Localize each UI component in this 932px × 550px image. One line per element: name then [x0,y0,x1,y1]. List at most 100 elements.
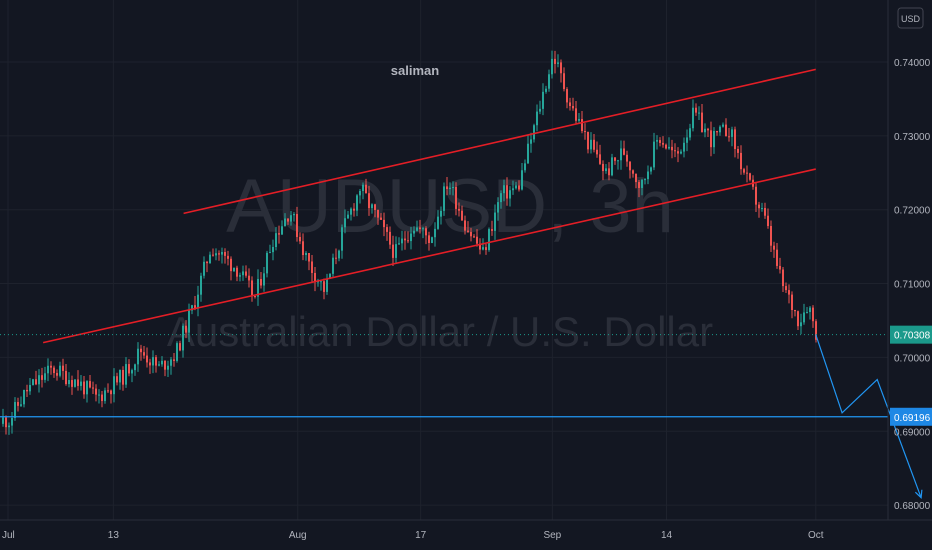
candle-body [269,252,271,254]
candle-body [140,348,142,353]
candle-body [443,186,445,211]
candle-body [782,269,784,287]
candle-body [635,173,637,183]
candlestick-series [2,50,817,435]
candle-body [758,204,760,209]
candle-body [767,215,769,227]
candle-body [230,258,232,272]
candle-body [356,195,358,211]
candle-body [260,278,262,286]
candle-body [77,379,79,386]
candle-body [692,107,694,129]
candle-body [677,151,679,154]
candle-body [698,112,700,114]
candle-body [488,229,490,250]
candle-body [338,250,340,259]
time-axis[interactable]: Jul13Aug17Sep14Oct19Nov16Dec [0,519,932,541]
candle-body [485,247,487,250]
candle-body [614,157,616,161]
candle-body [593,139,595,150]
candle-body [557,62,559,64]
candle-body [170,359,172,366]
candle-body [224,251,226,256]
candle-body [446,186,448,190]
candle-body [431,237,433,243]
candle-body [581,119,583,132]
candle-body [11,417,13,426]
candle-body [134,364,136,371]
candle-body [584,131,586,133]
candle-body [257,278,259,297]
candle-body [209,254,211,264]
candle-body [644,179,646,181]
candle-body [566,89,568,103]
candle-body [812,307,814,322]
candle-body [194,305,196,309]
candle-body [596,149,598,155]
y-tick-label: 0.73000 [894,132,931,143]
support-level-badge [890,407,932,426]
candle-body [161,360,163,365]
candle-body [605,168,607,172]
candle-body [233,267,235,272]
candle-body [713,131,715,148]
candle-body [731,129,733,137]
candle-body [419,227,421,230]
candle-body [236,267,238,277]
candle-body [404,238,406,241]
candle-body [668,146,670,149]
candle-body [716,131,718,133]
candle-body [800,322,802,327]
candle-body [452,187,454,189]
candle-body [38,375,40,385]
x-tick-label: 13 [108,530,120,541]
drawing-annotations [0,68,923,500]
candle-body [689,128,691,138]
candle-body [212,254,214,256]
candle-body [785,286,787,291]
candle-body [107,390,109,392]
candle-body [2,417,4,424]
candle-body [647,171,649,180]
candle-body [332,257,334,274]
candle-body [353,208,355,211]
candle-body [437,216,439,229]
candle-body [17,402,19,406]
x-tick-label: 17 [415,530,427,541]
currency-button[interactable]: USD [897,7,924,29]
candle-body [368,193,370,209]
candle-body [158,364,160,366]
candle-body [86,381,88,395]
candle-body [350,208,352,215]
candle-body [347,214,349,219]
candle-body [83,381,85,395]
candle-body [35,379,37,385]
x-tick-label: 14 [661,530,673,541]
candle-body [116,376,118,383]
candle-body [788,290,790,295]
candle-body [389,231,391,245]
currency-button-label: USD [901,14,921,24]
candle-body [320,281,322,283]
channel-lower-line [42,168,816,344]
candle-body [737,148,739,153]
candle-body [578,119,580,121]
candle-body [329,273,331,279]
candle-body [185,325,187,333]
candle-body [47,365,49,374]
candle-body [152,357,154,366]
candle-body [131,370,133,374]
candle-body [26,389,28,392]
candle-body [755,186,757,205]
candle-body [734,129,736,149]
candle-body [599,154,601,164]
price-axis[interactable]: 0.74000 0.73000 0.72000 0.71000 0.70000 0.690… [887,0,932,520]
candle-body [110,390,112,395]
candle-body [227,255,229,259]
candle-body [137,348,139,365]
candle-body [125,364,127,385]
candle-body [665,144,667,149]
candle-body [650,167,652,172]
candle-body [380,217,382,220]
